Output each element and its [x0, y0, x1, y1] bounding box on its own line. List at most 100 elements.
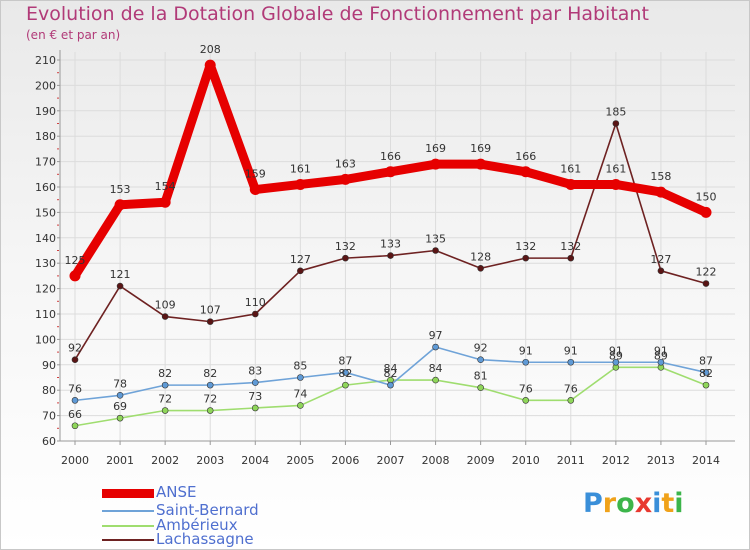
data-point-anse	[204, 59, 216, 71]
data-point-saint-bernard	[702, 369, 710, 376]
y-tick-label: 130	[35, 257, 56, 270]
data-label-amb-rieux: 76	[564, 382, 578, 395]
data-point-saint-bernard	[477, 356, 484, 364]
data-point-lachassagne	[251, 310, 259, 318]
data-label-saint-bernard: 87	[699, 354, 713, 367]
y-tick-label: 70	[42, 410, 56, 423]
data-label-lachassagne: 121	[110, 268, 131, 281]
data-point-lachassagne	[567, 254, 575, 262]
data-label-anse: 161	[605, 162, 626, 175]
y-tick-label: 200	[35, 79, 56, 92]
data-point-amb-rieux	[297, 402, 304, 409]
data-point-amb-rieux	[161, 407, 169, 414]
legend-swatch-saint-bernard	[102, 510, 154, 512]
data-point-saint-bernard	[161, 381, 169, 389]
data-label-amb-rieux: 66	[68, 408, 82, 421]
data-label-lachassagne: 185	[605, 106, 626, 119]
data-point-anse	[69, 270, 81, 282]
data-label-lachassagne: 110	[245, 296, 266, 309]
data-point-saint-bernard	[206, 381, 214, 389]
x-tick-label: 2010	[512, 454, 540, 467]
data-point-saint-bernard	[657, 358, 665, 366]
x-tick-label: 2000	[61, 454, 89, 467]
data-point-lachassagne	[71, 356, 79, 364]
data-label-anse: 161	[560, 162, 581, 175]
data-point-anse	[385, 166, 396, 178]
x-tick-label: 2003	[196, 454, 224, 467]
data-label-lachassagne: 135	[425, 233, 446, 246]
data-point-amb-rieux	[342, 381, 349, 389]
legend-label-saint-bernard: Saint-Bernard	[156, 501, 259, 519]
data-label-saint-bernard: 78	[113, 377, 127, 390]
data-label-saint-bernard: 87	[338, 354, 352, 367]
data-label-anse: 150	[696, 190, 717, 203]
chart-subtitle: (en € et par an)	[26, 28, 121, 42]
data-label-lachassagne: 132	[515, 240, 536, 253]
y-tick-label: 110	[35, 308, 56, 321]
data-point-lachassagne	[522, 254, 530, 262]
data-point-saint-bernard	[342, 369, 349, 376]
data-label-saint-bernard: 97	[429, 329, 443, 342]
data-point-amb-rieux	[71, 422, 79, 430]
data-label-lachassagne: 92	[68, 342, 82, 355]
x-tick-label: 2012	[602, 454, 630, 467]
data-label-anse: 158	[650, 170, 671, 183]
data-point-amb-rieux	[251, 404, 259, 412]
x-tick-label: 2005	[286, 454, 314, 467]
data-label-lachassagne: 128	[470, 250, 491, 263]
data-label-saint-bernard: 91	[564, 344, 578, 357]
data-point-saint-bernard	[612, 358, 620, 366]
data-label-lachassagne: 127	[650, 253, 671, 266]
data-label-anse: 166	[380, 150, 401, 163]
data-label-saint-bernard: 91	[609, 344, 623, 357]
data-label-anse: 169	[470, 142, 491, 155]
legend-label-anse: ANSE	[156, 483, 197, 501]
data-label-saint-bernard: 83	[248, 365, 262, 378]
data-label-amb-rieux: 84	[429, 362, 443, 375]
x-tick-label: 2001	[106, 454, 134, 467]
y-tick-label: 180	[35, 130, 56, 143]
data-label-lachassagne: 133	[380, 238, 401, 251]
y-tick-label: 190	[35, 105, 56, 118]
data-label-saint-bernard: 82	[158, 367, 172, 380]
data-label-anse: 169	[425, 142, 446, 155]
data-label-lachassagne: 132	[335, 240, 356, 253]
data-point-saint-bernard	[251, 379, 259, 386]
legend-label-amberieux: Ambérieux	[156, 516, 238, 534]
data-label-saint-bernard: 85	[293, 360, 307, 373]
data-point-anse	[520, 166, 532, 178]
data-point-anse	[700, 206, 712, 218]
x-tick-label: 2011	[557, 454, 585, 467]
data-label-anse: 166	[515, 150, 536, 163]
data-point-amb-rieux	[522, 397, 530, 404]
data-label-amb-rieux: 76	[519, 382, 533, 395]
y-tick-label: 140	[35, 232, 56, 245]
y-tick-label: 60	[42, 435, 56, 448]
x-tick-label: 2013	[647, 454, 675, 467]
data-label-amb-rieux: 82	[699, 367, 713, 380]
data-label-saint-bernard: 91	[654, 344, 668, 357]
logo-letter: r	[602, 488, 617, 519]
y-tick-label: 100	[35, 333, 56, 346]
data-point-saint-bernard	[387, 381, 394, 389]
data-label-amb-rieux: 89	[609, 349, 623, 362]
data-label-saint-bernard: 82	[203, 367, 217, 380]
data-label-anse: 154	[155, 180, 176, 193]
data-label-lachassagne: 132	[560, 240, 581, 253]
data-point-amb-rieux	[702, 381, 710, 389]
data-point-lachassagne	[116, 282, 124, 290]
data-label-amb-rieux: 74	[293, 387, 307, 400]
data-point-lachassagne	[432, 247, 439, 254]
data-label-anse: 153	[110, 183, 131, 196]
data-point-anse	[339, 173, 351, 185]
data-label-anse: 208	[200, 43, 221, 56]
data-point-lachassagne	[206, 318, 214, 325]
y-tick-label: 170	[35, 156, 56, 169]
data-point-amb-rieux	[432, 376, 439, 384]
data-point-anse	[249, 184, 261, 196]
data-point-saint-bernard	[432, 343, 439, 351]
x-tick-label: 2002	[151, 454, 179, 467]
data-label-saint-bernard: 82	[384, 367, 398, 380]
